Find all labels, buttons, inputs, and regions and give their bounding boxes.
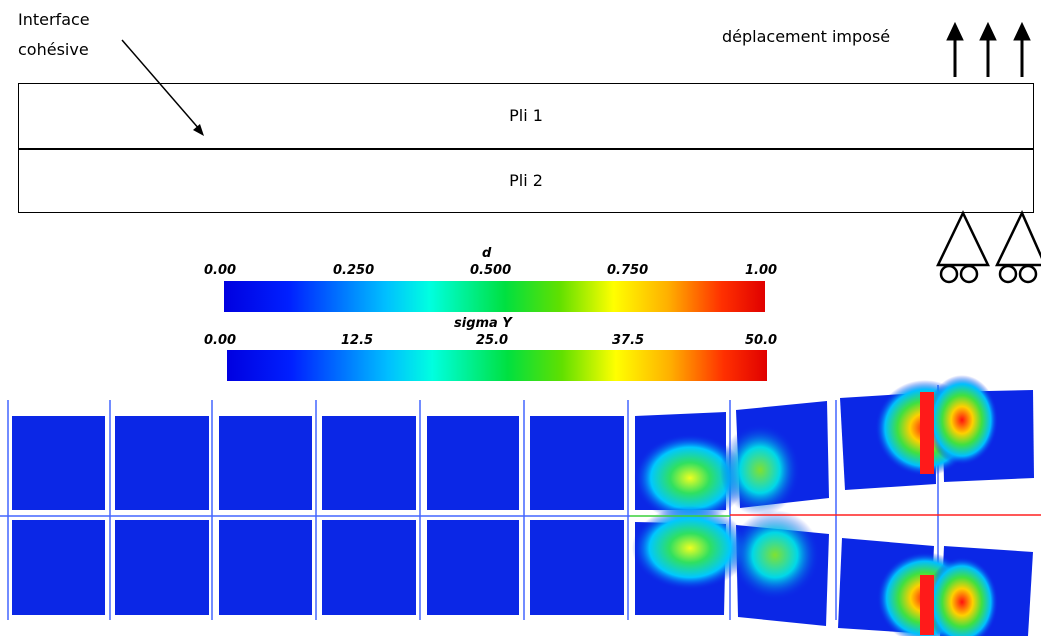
element-bottom-3 <box>219 520 312 615</box>
element-top-1 <box>12 416 105 510</box>
element-top-4 <box>322 416 416 510</box>
roller-supports <box>936 210 1041 284</box>
colorbar-d-tick-1: 0.250 <box>333 263 375 278</box>
interface-label-line1: Interface <box>18 10 90 29</box>
element-bottom-1 <box>12 520 105 615</box>
interface-arrowhead <box>193 124 204 136</box>
mesh-gap-lines <box>0 385 939 625</box>
element-bottom-6 <box>530 520 624 615</box>
damage-zone-top <box>920 392 934 474</box>
mesh-row-bottom <box>12 520 1033 636</box>
colorbar-sigma-tick-1: 12.5 <box>341 333 374 348</box>
colorbar-sigma <box>227 350 767 381</box>
colorbar-d <box>224 281 765 312</box>
ply-1-box: Pli 1 <box>18 83 1034 150</box>
colorbar-d-tick-4: 1.00 <box>745 263 778 278</box>
damage-zone-bottom <box>920 575 934 635</box>
colorbar-sigma-title: sigma Y <box>454 316 512 331</box>
ply-1-label: Pli 1 <box>509 106 543 125</box>
colorbar-d-tick-3: 0.750 <box>607 263 649 278</box>
damage-zones <box>920 392 934 635</box>
ply-2-box: Pli 2 <box>18 148 1034 213</box>
interface-label-line2: cohésive <box>18 40 89 59</box>
element-top-5 <box>427 416 519 510</box>
colorbar-d-tick-0: 0.00 <box>204 263 237 278</box>
colorbar-sigma-tick-4: 50.0 <box>745 333 778 348</box>
colorbar-sigma-tick-3: 37.5 <box>612 333 645 348</box>
colorbar-d-title: d <box>482 246 492 261</box>
element-top-6 <box>530 416 624 510</box>
displacement-label: déplacement imposé <box>722 27 891 46</box>
colorbar-sigma-tick-2: 25.0 <box>476 333 509 348</box>
interface-pointer-arrow <box>121 39 201 131</box>
colorbar-d-tick-2: 0.500 <box>470 263 512 278</box>
element-bottom-4 <box>322 520 416 615</box>
ply-2-label: Pli 2 <box>509 171 543 190</box>
colorbar-sigma-tick-0: 0.00 <box>204 333 237 348</box>
element-top-3 <box>219 416 312 510</box>
element-bottom-2 <box>115 520 209 615</box>
element-top-2 <box>115 416 209 510</box>
displacement-arrows <box>946 21 1031 77</box>
element-bottom-5 <box>427 520 519 615</box>
